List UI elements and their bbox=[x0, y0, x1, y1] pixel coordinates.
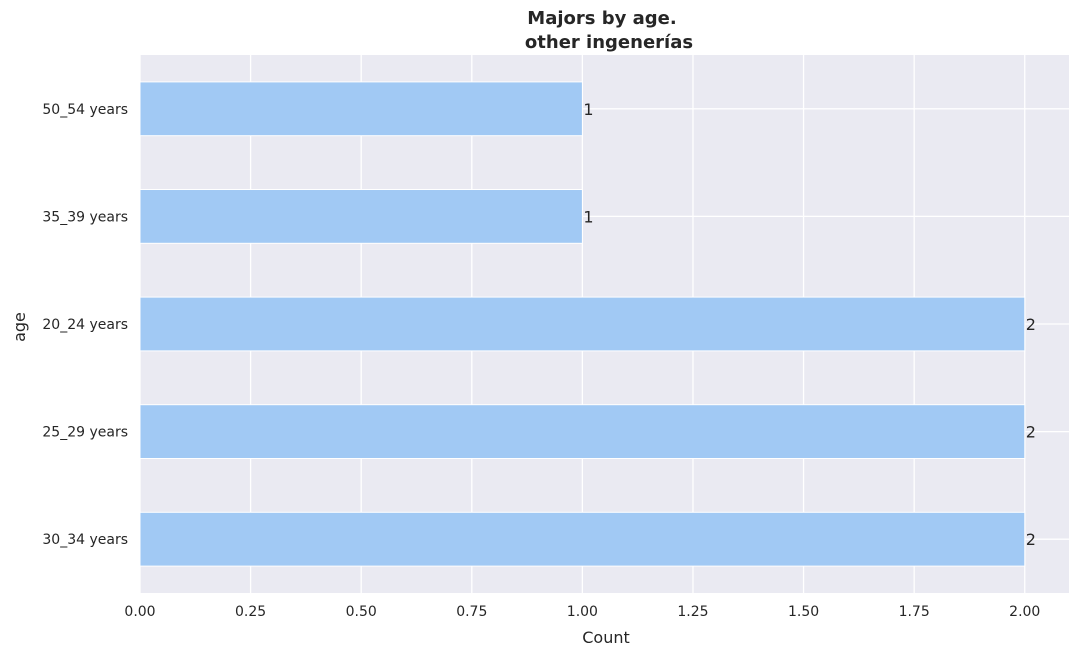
x-tick-label: 0.75 bbox=[456, 604, 487, 620]
bar bbox=[139, 81, 583, 137]
bar-value-label: 1 bbox=[583, 100, 593, 119]
y-axis-label: age bbox=[10, 312, 29, 342]
y-tick-label: 35_39 years bbox=[42, 209, 128, 225]
x-tick-label: 1.25 bbox=[677, 604, 708, 620]
data-labels: 1 1 2 2 2 bbox=[583, 100, 1036, 549]
x-tick-label: 0.50 bbox=[346, 604, 377, 620]
y-tick-label: 30_34 years bbox=[42, 532, 128, 548]
bar-value-label: 2 bbox=[1026, 423, 1036, 442]
y-tick-labels: 50_54 years 35_39 years 20_24 years 25_29 y… bbox=[42, 102, 128, 548]
x-tick-label: 0.25 bbox=[235, 604, 266, 620]
bar bbox=[139, 189, 583, 244]
bar-value-label: 2 bbox=[1026, 315, 1036, 334]
chart-title-line-1: Majors by age. bbox=[527, 8, 676, 29]
bar bbox=[139, 404, 1026, 460]
bar bbox=[139, 296, 1026, 352]
x-tick-label: 1.00 bbox=[567, 604, 598, 620]
bar bbox=[139, 511, 1026, 567]
bar-value-label: 2 bbox=[1026, 530, 1036, 549]
bars bbox=[139, 81, 1026, 567]
bar-value-label: 1 bbox=[583, 207, 593, 226]
chart-title-line-2: other ingenerías bbox=[525, 32, 693, 53]
x-tick-label: 1.50 bbox=[788, 604, 819, 620]
y-tick-label: 20_24 years bbox=[42, 317, 128, 333]
x-tick-label: 2.00 bbox=[1009, 604, 1040, 620]
x-tick-label: 0.00 bbox=[124, 604, 155, 620]
y-tick-label: 50_54 years bbox=[42, 102, 128, 118]
x-axis-label: Count bbox=[582, 628, 630, 647]
y-tick-label: 25_29 years bbox=[42, 425, 128, 441]
x-tick-labels: 0.00 0.25 0.50 0.75 1.00 1.25 1.50 1.75 2.00 bbox=[124, 604, 1040, 620]
x-tick-label: 1.75 bbox=[899, 604, 930, 620]
